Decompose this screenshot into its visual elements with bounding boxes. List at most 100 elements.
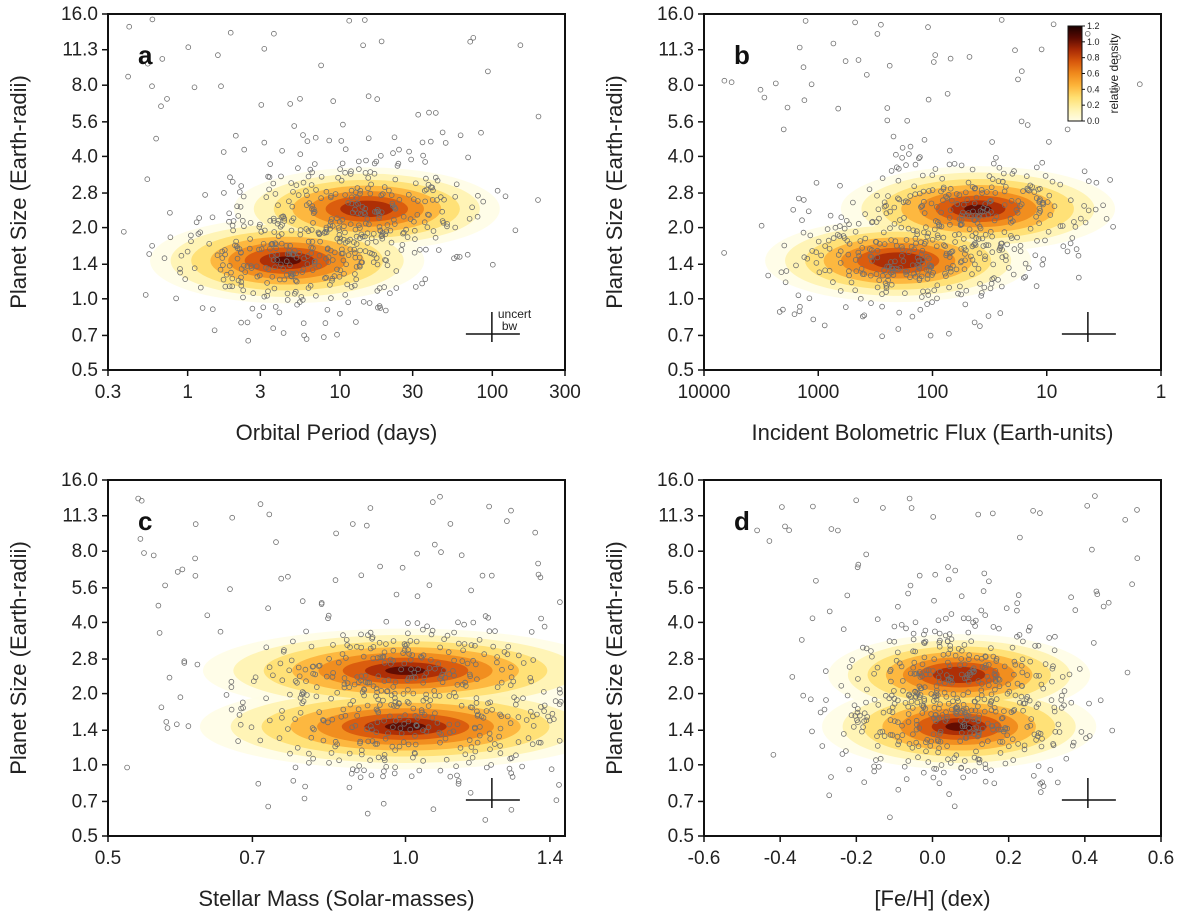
data-point	[1021, 746, 1028, 753]
y-tick-label: 0.5	[668, 826, 694, 847]
data-point	[363, 726, 370, 732]
data-point	[164, 96, 170, 102]
data-point	[388, 701, 394, 708]
data-point	[257, 501, 264, 507]
data-point	[786, 527, 792, 533]
data-point	[985, 661, 992, 668]
data-point	[784, 104, 791, 111]
data-point	[926, 262, 933, 269]
data-point	[302, 666, 309, 673]
data-point	[299, 700, 306, 707]
data-point	[404, 698, 411, 705]
data-point	[468, 744, 475, 750]
y-tick-label: 4.0	[668, 612, 694, 633]
data-point	[425, 724, 432, 730]
data-point	[962, 251, 968, 257]
data-point	[880, 229, 887, 236]
data-point	[304, 261, 311, 267]
data-point	[296, 250, 303, 256]
data-point	[320, 737, 327, 744]
data-point	[1084, 502, 1090, 509]
data-point	[911, 270, 917, 277]
data-point	[1027, 658, 1033, 665]
data-point	[271, 229, 278, 235]
data-point	[1091, 640, 1097, 646]
data-point	[121, 229, 127, 235]
data-point	[281, 647, 287, 653]
data-point	[380, 800, 387, 807]
data-point	[520, 660, 527, 666]
data-point	[1035, 186, 1041, 193]
data-point	[300, 132, 306, 138]
data-point	[290, 638, 296, 645]
data-point	[1001, 708, 1007, 714]
data-point	[876, 215, 882, 222]
data-point	[268, 241, 275, 248]
data-point	[398, 666, 404, 673]
data-point	[892, 258, 898, 265]
data-point	[947, 646, 954, 653]
data-point	[1089, 546, 1095, 553]
data-point	[217, 628, 224, 635]
data-point	[349, 724, 356, 731]
data-point	[308, 182, 315, 188]
data-point	[903, 271, 910, 278]
data-point	[1042, 173, 1049, 179]
data-point	[958, 212, 965, 219]
data-point	[1052, 728, 1059, 735]
data-point	[323, 188, 330, 195]
data-point	[877, 755, 884, 762]
data-point	[338, 138, 345, 144]
data-point	[932, 628, 938, 635]
data-point	[987, 701, 994, 707]
data-point	[303, 336, 310, 342]
data-point	[1025, 627, 1032, 634]
data-point	[991, 671, 998, 677]
data-point	[443, 756, 450, 763]
data-point	[947, 268, 954, 275]
data-point	[238, 279, 245, 285]
data-point	[434, 177, 441, 184]
data-point	[339, 246, 345, 253]
data-point	[292, 716, 298, 722]
data-point	[1019, 683, 1025, 689]
data-point	[1064, 126, 1071, 133]
data-point	[458, 702, 465, 709]
data-point	[802, 18, 809, 24]
data-point	[977, 225, 984, 232]
data-point	[1037, 510, 1043, 516]
data-point	[382, 257, 388, 263]
data-point	[272, 191, 279, 197]
data-point	[308, 734, 315, 741]
data-point	[229, 275, 236, 282]
data-point	[934, 295, 940, 302]
data-point	[917, 154, 923, 160]
data-point	[881, 199, 888, 206]
data-point	[471, 724, 478, 731]
data-point	[1018, 693, 1025, 700]
y-tick-label: 0.5	[668, 360, 694, 381]
data-point	[935, 234, 941, 241]
data-point	[910, 630, 917, 637]
data-point	[1002, 726, 1008, 733]
data-point	[855, 561, 862, 568]
data-point	[1036, 220, 1042, 227]
x-tick-label: 0.5	[95, 848, 121, 869]
data-point	[366, 221, 372, 228]
data-point	[978, 655, 985, 662]
data-point	[874, 743, 881, 749]
y-axis-label: Planet Size (Earth-radii)	[6, 541, 31, 775]
data-point	[227, 29, 234, 36]
data-point	[353, 319, 359, 325]
data-point	[238, 319, 244, 326]
data-point	[818, 252, 824, 259]
data-point	[923, 266, 930, 273]
data-point	[537, 739, 544, 746]
data-point	[420, 758, 426, 764]
data-point	[1083, 735, 1089, 741]
data-point	[365, 93, 372, 99]
data-point	[332, 191, 339, 197]
data-point	[447, 521, 454, 527]
data-point	[444, 632, 451, 639]
data-point	[373, 685, 380, 692]
